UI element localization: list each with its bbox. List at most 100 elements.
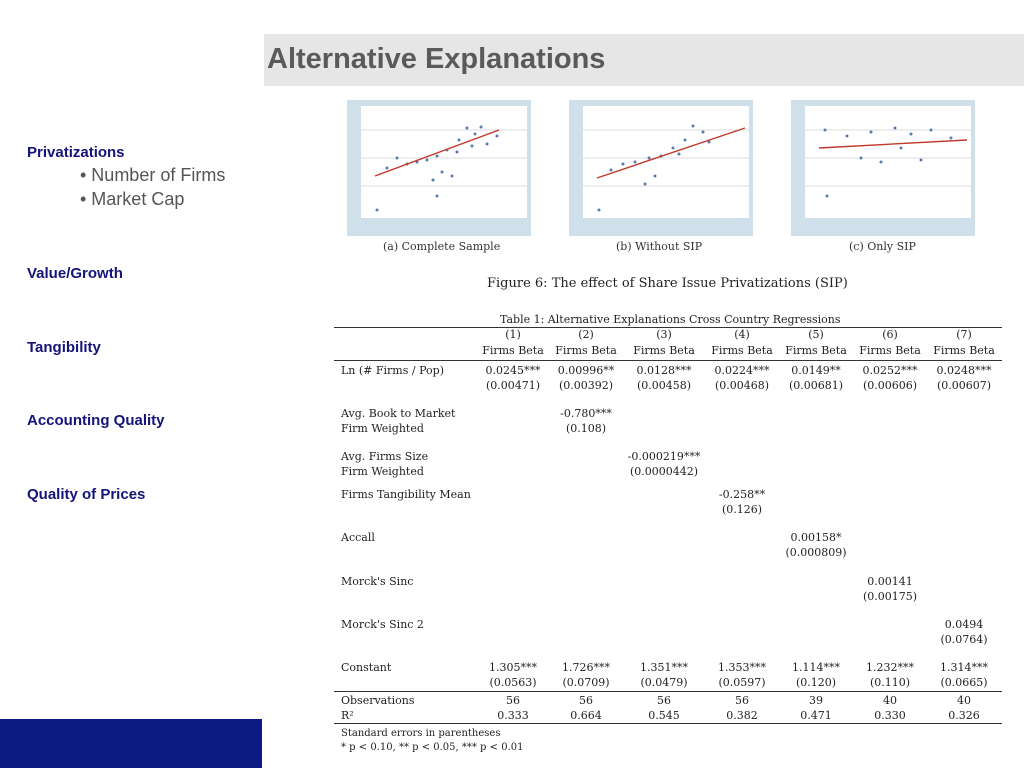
coef-cell: 1.353*** <box>718 661 766 674</box>
col-name-3: Firms Beta <box>633 344 695 357</box>
sidebar-item-tangibility: Tangibility <box>27 339 101 356</box>
row-label: Avg. Firms Size <box>341 450 429 463</box>
coef-cell: 0.0224*** <box>714 364 770 377</box>
sidebar-item-accounting-quality: Accounting Quality <box>27 412 165 429</box>
col-number-5: (5) <box>808 328 824 341</box>
coef-cell: 0.00996** <box>557 364 615 377</box>
bullet-market-cap: • Market Cap <box>80 189 185 209</box>
scatter-plot-a <box>361 106 527 218</box>
col-number-1: (1) <box>505 328 521 341</box>
stat-cell: 56 <box>506 694 520 707</box>
footer-bar <box>0 719 262 768</box>
caption-complete-sample: (a) Complete Sample <box>383 240 501 253</box>
coef-cell: -0.780*** <box>560 407 612 420</box>
sidebar-item-quality-of-prices: Quality of Prices <box>27 486 146 503</box>
se-cell: (0.000809) <box>785 546 847 559</box>
coef-cell: 0.0128*** <box>636 364 692 377</box>
sidebar-item-privatizations: Privatizations <box>27 144 125 161</box>
caption-without-sip: (b) Without SIP <box>616 240 703 253</box>
coef-cell: -0.000219*** <box>627 450 701 463</box>
row-label: Firm Weighted <box>341 422 424 435</box>
col-name-4: Firms Beta <box>711 344 773 357</box>
stat-cell: 40 <box>957 694 971 707</box>
coef-cell: 1.351*** <box>640 661 688 674</box>
se-cell: (0.00471) <box>485 379 541 392</box>
stat-cell: 0.333 <box>497 709 529 722</box>
row-label: Accall <box>341 531 375 544</box>
se-cell: (0.00458) <box>636 379 692 392</box>
caption-only-sip: (c) Only SIP <box>849 240 916 253</box>
row-label: Morck's Sinc <box>341 575 414 588</box>
coef-cell: 0.0248*** <box>936 364 992 377</box>
coef-cell: -0.258** <box>718 488 766 501</box>
regression-table: (1) Firms Beta (2) Firms Beta (3) Firms Beta (… <box>334 327 1002 727</box>
se-cell: (0.0597) <box>718 676 766 689</box>
se-cell: (0.0563) <box>489 676 537 689</box>
col-number-4: (4) <box>734 328 750 341</box>
coef-cell: 0.0149** <box>791 364 841 377</box>
col-number-3: (3) <box>656 328 672 341</box>
row-label: Avg. Book to Market <box>341 407 456 420</box>
col-number-7: (7) <box>956 328 972 341</box>
coef-cell: 1.726*** <box>562 661 610 674</box>
coef-cell: 0.00141 <box>867 575 913 588</box>
se-cell: (0.00392) <box>558 379 614 392</box>
sidebar-item-value-growth: Value/Growth <box>27 265 123 282</box>
stat-cell: 0.326 <box>948 709 980 722</box>
se-cell: (0.0665) <box>940 676 988 689</box>
figure-caption: Figure 6: The effect of Share Issue Priv… <box>487 276 848 291</box>
coef-cell: 0.0252*** <box>862 364 918 377</box>
table-rule-header <box>334 360 1002 361</box>
coef-cell: 0.0494 <box>944 618 984 631</box>
stat-cell: 40 <box>883 694 897 707</box>
row-label: Morck's Sinc 2 <box>341 618 424 631</box>
coef-cell: 0.00158* <box>790 531 842 544</box>
se-cell: (0.126) <box>721 503 763 516</box>
coef-cell: 1.232*** <box>866 661 914 674</box>
table-rule-bottom <box>334 723 1002 724</box>
col-name-5: Firms Beta <box>785 344 847 357</box>
se-cell: (0.0709) <box>562 676 610 689</box>
table-title: Table 1: Alternative Explanations Cross … <box>500 313 841 326</box>
coef-cell: 1.314*** <box>940 661 988 674</box>
stat-cell: 0.330 <box>874 709 906 722</box>
coef-cell: 1.305*** <box>489 661 537 674</box>
se-cell: (0.0000442) <box>629 465 699 478</box>
stat-label: Observations <box>341 694 415 707</box>
table-note-significance: * p < 0.10, ** p < 0.05, *** p < 0.01 <box>341 742 524 753</box>
table-rule-stats <box>334 691 1002 692</box>
title-bar: Alternative Explanations <box>264 34 1024 86</box>
se-cell: (0.120) <box>795 676 837 689</box>
table-rule-top <box>334 327 1002 328</box>
col-number-2: (2) <box>578 328 594 341</box>
coef-cell: 0.0245*** <box>485 364 541 377</box>
col-name-1: Firms Beta <box>482 344 544 357</box>
row-label: Firm Weighted <box>341 465 424 478</box>
bullet-number-of-firms: • Number of Firms <box>80 165 226 185</box>
scatter-panel-only-sip <box>791 100 975 236</box>
stat-label: R² <box>341 709 354 722</box>
row-label: Ln (# Firms / Pop) <box>341 364 444 377</box>
se-cell: (0.110) <box>869 676 911 689</box>
se-cell: (0.00607) <box>936 379 992 392</box>
stat-cell: 0.545 <box>648 709 680 722</box>
col-name-6: Firms Beta <box>859 344 921 357</box>
se-cell: (0.00681) <box>788 379 844 392</box>
col-name-2: Firms Beta <box>555 344 617 357</box>
scatter-panel-complete-sample <box>347 100 531 236</box>
stat-cell: 0.664 <box>570 709 602 722</box>
stat-cell: 56 <box>735 694 749 707</box>
se-cell: (0.0764) <box>940 633 988 646</box>
stat-cell: 56 <box>579 694 593 707</box>
stat-cell: 39 <box>809 694 823 707</box>
col-number-6: (6) <box>882 328 898 341</box>
se-cell: (0.00468) <box>714 379 770 392</box>
table-note-se: Standard errors in parentheses <box>341 728 501 739</box>
se-cell: (0.0479) <box>640 676 688 689</box>
se-cell: (0.108) <box>565 422 607 435</box>
row-label: Firms Tangibility Mean <box>341 488 471 501</box>
row-label: Constant <box>341 661 392 674</box>
se-cell: (0.00606) <box>862 379 918 392</box>
scatter-plot-b <box>583 106 749 218</box>
coef-cell: 1.114*** <box>792 661 840 674</box>
